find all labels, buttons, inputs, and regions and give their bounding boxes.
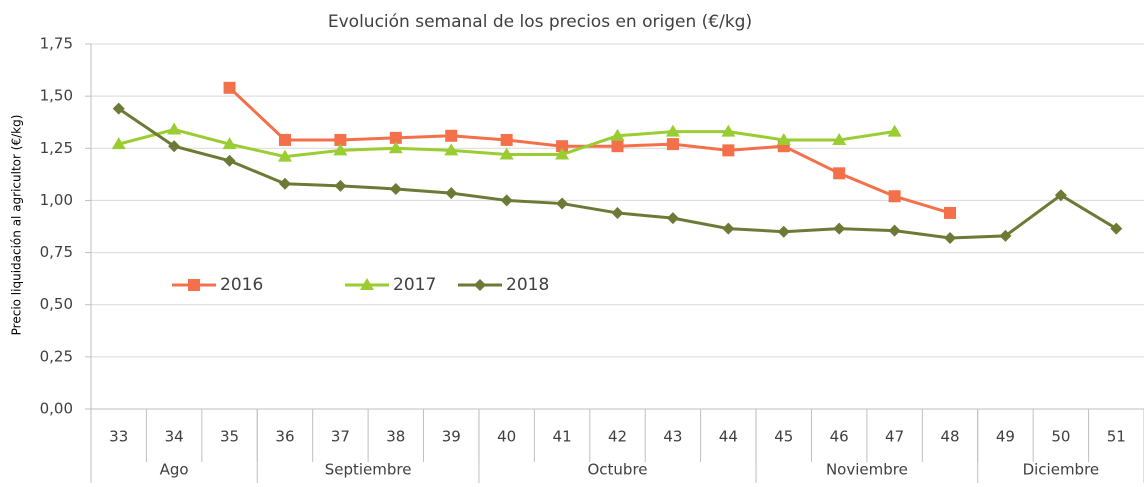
x-tick-label: 40	[497, 428, 516, 446]
x-tick-label: 41	[553, 428, 572, 446]
data-point	[888, 190, 901, 203]
data-point	[1054, 189, 1067, 202]
data-point	[333, 143, 348, 156]
x-tick-label: 36	[275, 428, 294, 446]
data-point	[445, 129, 458, 142]
data-point	[722, 144, 735, 157]
y-tick-label: 0,75	[40, 243, 73, 261]
y-tick-label: 1,00	[40, 191, 73, 209]
data-point	[499, 147, 514, 160]
data-point	[556, 140, 569, 153]
data-point	[1110, 222, 1123, 235]
data-point	[666, 212, 679, 225]
y-tick-label: 0,25	[40, 347, 73, 365]
data-point	[777, 225, 790, 238]
data-point	[112, 102, 125, 115]
x-tick-label: 43	[663, 428, 682, 446]
chart-title: Evolución semanal de los precios en orig…	[328, 12, 752, 32]
x-tick-label: 45	[774, 428, 793, 446]
data-point	[168, 140, 181, 153]
data-point	[277, 149, 292, 162]
data-point	[666, 138, 679, 151]
y-tick-label: 1,25	[40, 139, 73, 157]
legend-label: 2016	[220, 275, 263, 295]
legend-marker	[360, 278, 374, 290]
group-label: Ago	[160, 461, 189, 479]
data-point	[556, 197, 569, 210]
data-point	[722, 222, 735, 235]
data-point	[833, 222, 846, 235]
y-axis-label: Precio liquidación al agricultor (€/kg)	[10, 115, 24, 336]
data-point	[389, 131, 402, 144]
x-tick-label: 44	[719, 428, 738, 446]
data-point	[887, 124, 902, 137]
data-point	[944, 231, 957, 244]
data-point	[721, 124, 736, 137]
x-tick-label: 50	[1051, 428, 1070, 446]
group-label: Noviembre	[826, 461, 908, 479]
x-tick-label: 34	[165, 428, 184, 446]
data-point	[500, 133, 513, 146]
data-point	[334, 179, 347, 192]
data-point	[334, 133, 347, 146]
data-point	[445, 187, 458, 200]
group-label: Septiembre	[325, 461, 412, 479]
legend-marker	[474, 279, 486, 291]
data-point	[888, 224, 901, 237]
data-point	[944, 206, 957, 219]
x-tick-label: 49	[996, 428, 1015, 446]
data-point	[555, 147, 570, 160]
legend-label: 2017	[393, 275, 436, 295]
x-tick-label: 42	[608, 428, 627, 446]
data-point	[388, 141, 403, 154]
data-point	[222, 137, 237, 150]
data-point	[611, 140, 624, 153]
y-tick-label: 1,75	[40, 35, 73, 53]
data-point	[389, 182, 402, 195]
data-point	[111, 137, 126, 150]
data-point	[832, 132, 847, 145]
x-tick-label: 39	[442, 428, 461, 446]
data-point	[278, 177, 291, 190]
data-point	[223, 154, 236, 167]
data-point	[278, 133, 291, 146]
group-label: Diciembre	[1023, 461, 1100, 479]
data-point	[776, 132, 791, 145]
data-point	[611, 206, 624, 219]
x-tick-label: 33	[109, 428, 128, 446]
data-point	[610, 128, 625, 141]
data-point	[665, 124, 680, 137]
data-point	[999, 229, 1012, 242]
x-tick-label: 38	[386, 428, 405, 446]
y-tick-label: 1,50	[40, 87, 73, 105]
legend-label: 2018	[506, 275, 549, 295]
x-tick-label: 35	[220, 428, 239, 446]
data-point	[167, 122, 182, 135]
y-tick-label: 0,00	[40, 400, 73, 418]
data-point	[833, 167, 846, 180]
y-tick-label: 0,50	[40, 295, 73, 313]
x-tick-label: 37	[331, 428, 350, 446]
data-point	[223, 81, 236, 94]
x-tick-label: 46	[830, 428, 849, 446]
x-tick-label: 51	[1107, 428, 1126, 446]
data-point	[500, 194, 513, 207]
group-label: Octubre	[587, 461, 647, 479]
data-point	[444, 143, 459, 156]
x-tick-label: 47	[885, 428, 904, 446]
legend-marker	[188, 279, 200, 291]
x-tick-label: 48	[940, 428, 959, 446]
